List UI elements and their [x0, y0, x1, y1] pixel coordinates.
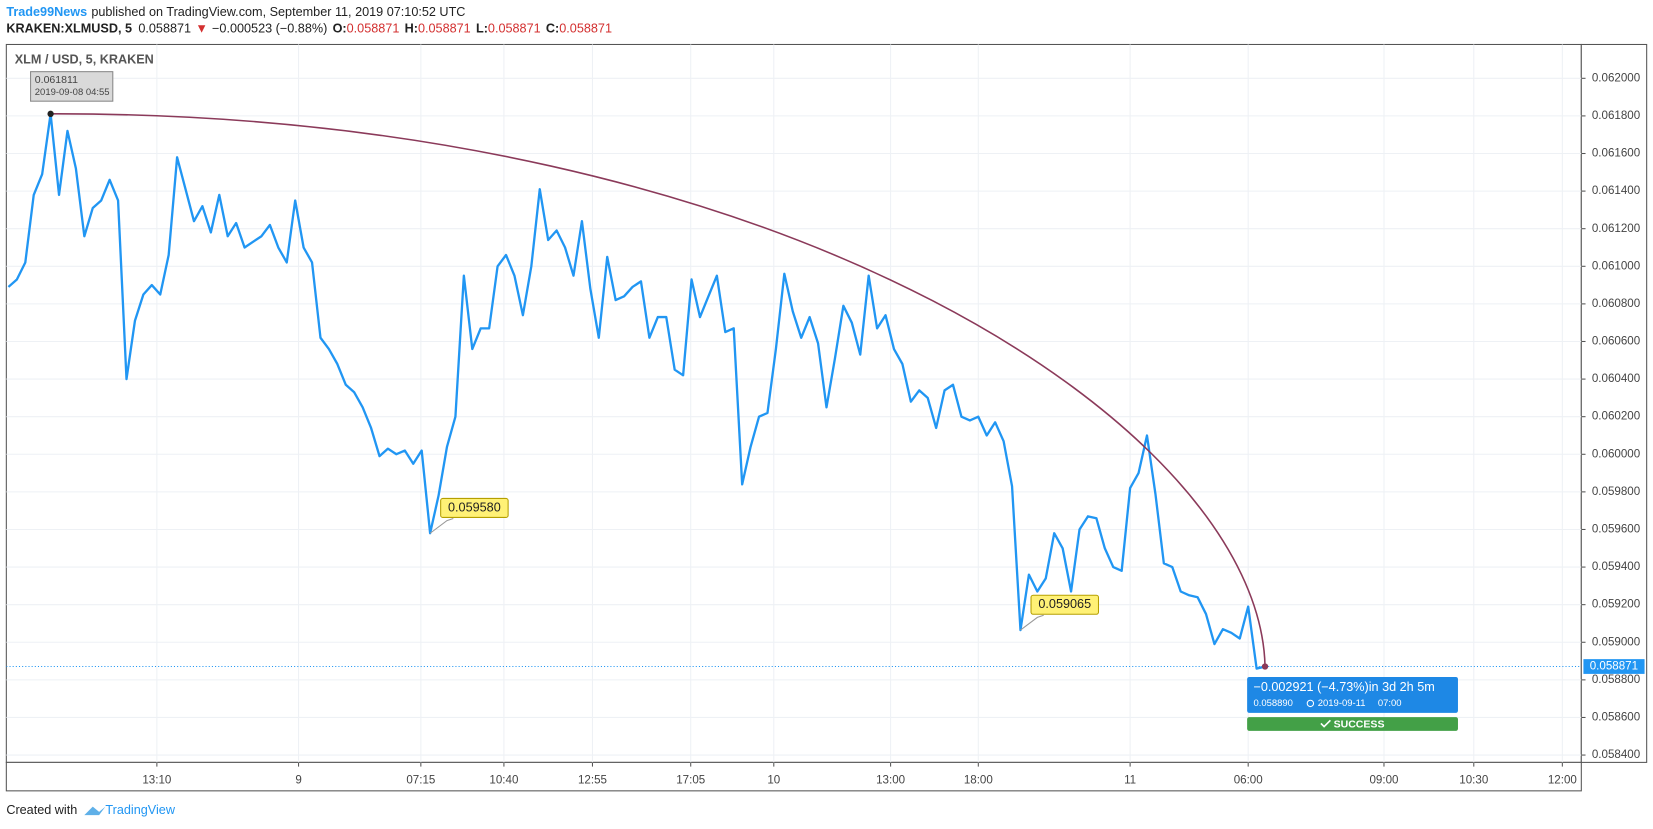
y-tick-label: 0.059600 [1592, 524, 1640, 536]
peak-tooltip-time: 2019-09-08 04:55 [35, 87, 110, 98]
x-tick-label: 13:10 [142, 774, 171, 786]
ohlc-value: 0.058871 [347, 22, 400, 36]
chart-title: XLM / USD, 5, KRAKEN [15, 53, 154, 67]
x-tick-label: 10:40 [489, 774, 518, 786]
y-tick-label: 0.061200 [1592, 223, 1640, 235]
change: −0.000523 (−0.88%) [212, 22, 327, 36]
measure-box [1247, 677, 1458, 713]
ohlc-value: 0.058871 [488, 22, 541, 36]
y-tick-label: 0.061800 [1592, 110, 1640, 122]
ohlc-key: C: [546, 22, 559, 36]
y-tick-label: 0.060200 [1592, 411, 1640, 423]
arrow: ▼ [195, 22, 208, 36]
peak-tooltip [30, 71, 114, 102]
callout-label: 0.059580 [448, 500, 501, 514]
x-tick-label: 10:30 [1459, 774, 1488, 786]
x-tick-label: 17:05 [676, 774, 705, 786]
measure-text: −0.002921 (−4.73%)in 3d 2h 5m [1253, 680, 1434, 694]
price-axis [1580, 43, 1648, 763]
y-tick-label: 0.059400 [1592, 561, 1640, 573]
y-tick-label: 0.062000 [1592, 72, 1640, 84]
ohlc-key: O: [333, 22, 347, 36]
callout-pointer [429, 517, 454, 534]
y-tick-label: 0.058400 [1592, 749, 1640, 761]
x-tick-label: 06:00 [1234, 774, 1263, 786]
x-tick-label: 12:00 [1548, 774, 1577, 786]
x-tick-label: 11 [1124, 774, 1136, 786]
arc [50, 113, 1266, 667]
y-tick-label: 0.060000 [1592, 448, 1640, 460]
check-icon [1320, 719, 1331, 728]
callout-pointer [1020, 614, 1044, 631]
y-tick-label: 0.061000 [1592, 260, 1640, 272]
header-line-2: KRAKEN:XLMUSD, 5 0.058871 ▼ −0.000523 (−0.8… [6, 22, 612, 36]
y-tick-label: 0.058600 [1592, 712, 1640, 724]
ohlc-value: 0.058871 [418, 22, 471, 36]
ohlc-value: 0.058871 [559, 22, 612, 36]
clock-icon [1306, 699, 1315, 708]
arc-end [1261, 663, 1269, 670]
callout-box [1030, 594, 1100, 615]
measure-time: 07:00 [1378, 698, 1402, 709]
ohlc-key: L: [476, 22, 488, 36]
x-tick-label: 09:00 [1369, 774, 1398, 786]
callout-box [440, 497, 509, 518]
footer-created: Created with [6, 803, 77, 817]
x-tick-label: 13:00 [876, 774, 905, 786]
grid [6, 44, 1582, 763]
callout-label: 0.059065 [1038, 597, 1091, 611]
plot-frame [5, 43, 1582, 763]
author: Trade99News [6, 5, 87, 19]
x-tick-label: 18:00 [964, 774, 993, 786]
last-price-label: 0.058871 [1590, 661, 1638, 673]
published: published on TradingView.com, September … [91, 5, 465, 19]
x-tick-label: 9 [295, 774, 301, 786]
measure-price: 0.058890 [1253, 698, 1293, 709]
arc-end [47, 110, 54, 118]
y-tick-label: 0.060400 [1592, 373, 1640, 385]
ohlc-key: H: [405, 22, 418, 36]
x-tick-label: 10 [767, 774, 780, 786]
y-tick-label: 0.059000 [1592, 636, 1640, 648]
peak-tooltip-value: 0.061811 [35, 74, 78, 86]
status-label: SUCCESS [1334, 718, 1385, 730]
y-tick-label: 0.058800 [1592, 674, 1640, 686]
y-tick-label: 0.059800 [1592, 486, 1640, 498]
footer-brand: TradingView [105, 803, 175, 817]
x-tick-label: 12:55 [578, 774, 607, 786]
price-line [7, 112, 1266, 670]
status-box [1247, 717, 1458, 731]
logo [84, 806, 106, 816]
last-price-tag [1583, 659, 1645, 674]
y-tick-label: 0.059200 [1592, 599, 1640, 611]
y-tick-label: 0.061400 [1592, 185, 1640, 197]
y-tick-label: 0.060600 [1592, 336, 1640, 348]
symbol: KRAKEN:XLMUSD, 5 [6, 22, 132, 36]
y-tick-label: 0.060800 [1592, 298, 1640, 310]
time-axis [5, 761, 1582, 792]
header-price: 0.058871 [138, 22, 191, 36]
header-line-1: Trade99News published on TradingView.com,… [6, 5, 465, 19]
measure-date: 2019-09-11 [1318, 698, 1366, 709]
y-tick-label: 0.061600 [1592, 148, 1640, 160]
x-tick-label: 07:15 [406, 774, 435, 786]
